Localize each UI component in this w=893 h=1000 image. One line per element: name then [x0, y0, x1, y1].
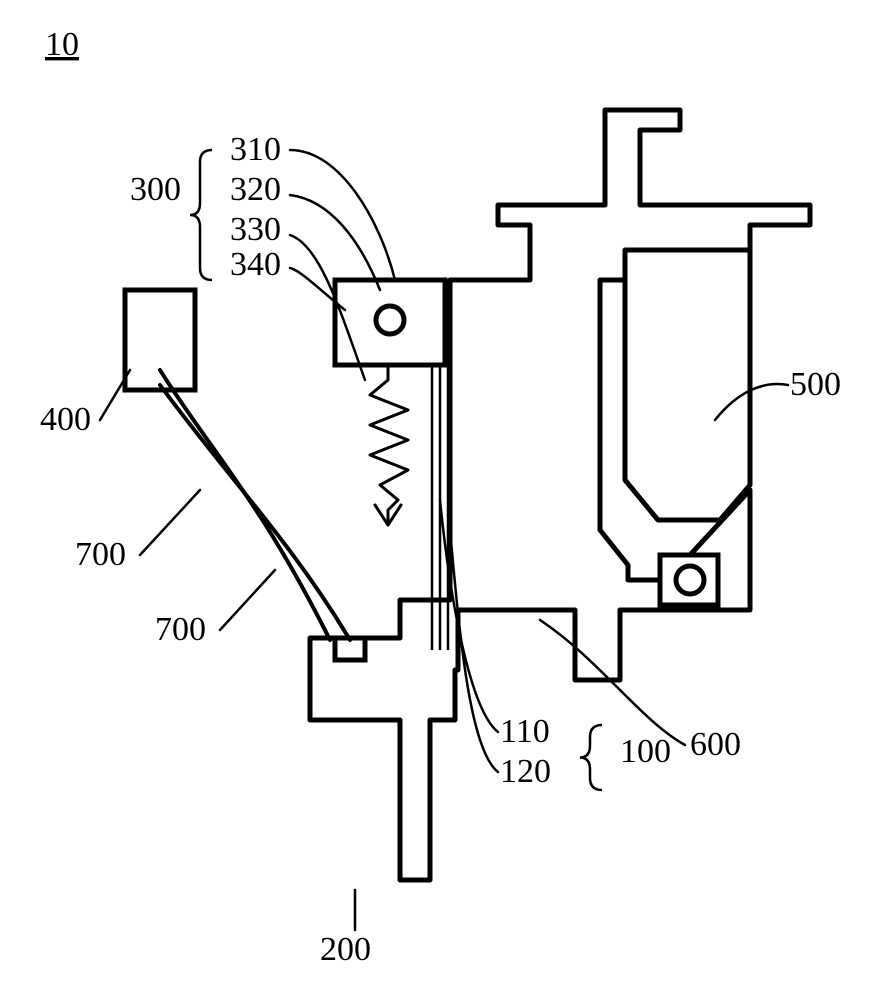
- label-100: 100: [620, 733, 671, 770]
- label-300: 300: [130, 171, 181, 208]
- mechanism-outline: [125, 110, 810, 880]
- figure-number: 10: [45, 26, 79, 63]
- label-320: 320: [230, 171, 281, 208]
- label-600: 600: [690, 726, 741, 763]
- technical-diagram: 10 300 310320330340 400 500 600 700 700 200 11012…: [0, 0, 893, 1000]
- leader-700b: [220, 570, 275, 630]
- bracket-300: [190, 150, 212, 280]
- motor-body: [625, 250, 750, 520]
- spring-340: [370, 365, 408, 525]
- label-330: 330: [230, 211, 281, 248]
- bracket-100: [580, 725, 602, 790]
- label-700b: 700: [155, 611, 206, 648]
- component-400: [125, 290, 195, 390]
- label-340: 340: [230, 246, 281, 283]
- label-400: 400: [40, 401, 91, 438]
- leader-400: [100, 370, 130, 420]
- label-120: 120: [500, 753, 551, 790]
- leader-700a: [140, 490, 200, 555]
- label-700a: 700: [75, 536, 126, 573]
- wire-700b: [160, 385, 350, 640]
- label-310: 310: [230, 131, 281, 168]
- label-110: 110: [500, 713, 550, 750]
- motor-lower-block: [660, 555, 718, 605]
- label-200: 200: [320, 931, 371, 968]
- label-500: 500: [790, 366, 841, 403]
- leader-310: [290, 150, 395, 280]
- subassembly-310: [335, 280, 445, 365]
